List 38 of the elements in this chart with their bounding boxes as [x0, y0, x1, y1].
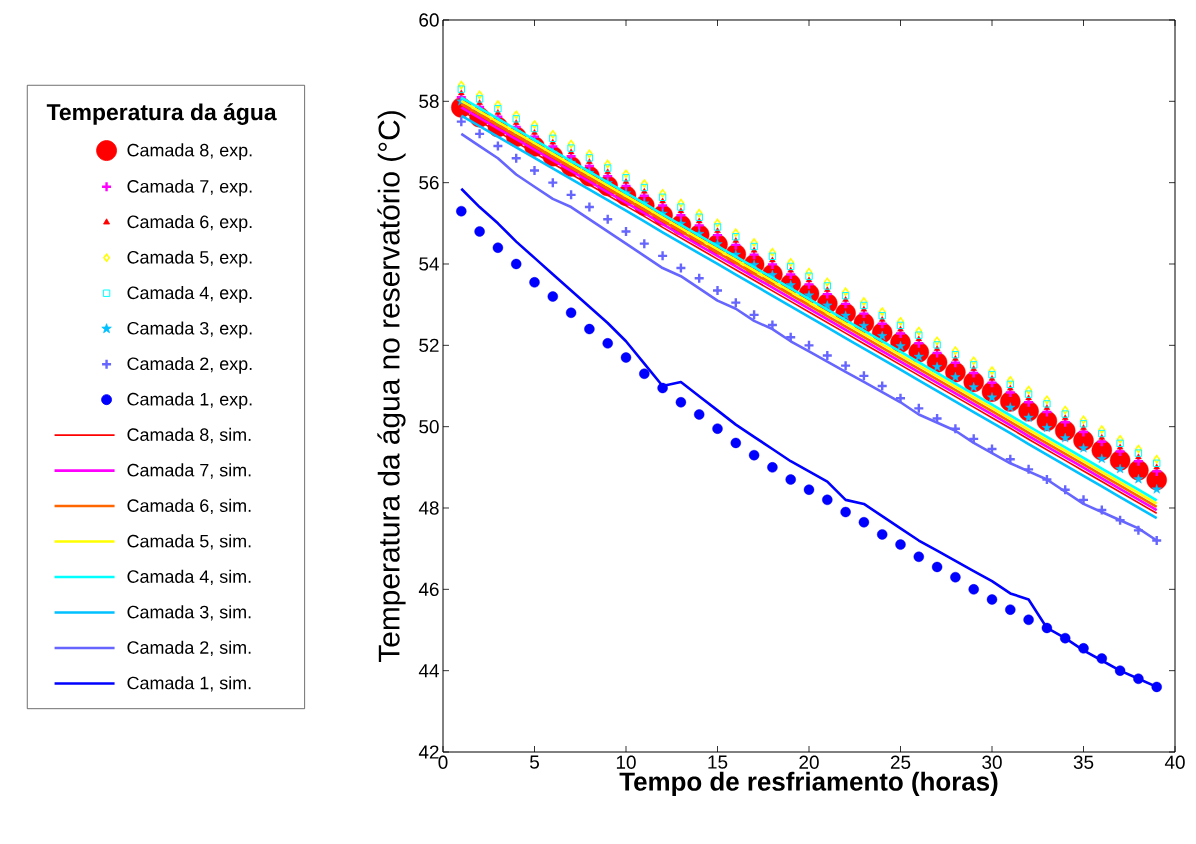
legend-label: Camada 6, sim.: [127, 498, 251, 515]
y-tick-label: 58: [419, 94, 439, 109]
x-axis-title: Tempo de resfriamento (horas): [619, 771, 998, 796]
legend-label: Camada 4, exp.: [127, 285, 252, 303]
x-tick-label: 5: [529, 755, 539, 769]
legend-label: Camada 6, exp.: [127, 215, 252, 232]
x-tick-label: 10: [616, 755, 636, 769]
legend-label: Camada 7, sim.: [127, 463, 251, 479]
x-tick-label: 25: [890, 755, 911, 769]
legend-label: Camada 2, sim.: [127, 640, 251, 657]
legend-label: Camada 1, sim.: [127, 676, 251, 692]
y-tick-label: 48: [418, 501, 439, 515]
legend-label: Camada 8, sim.: [127, 427, 251, 444]
legend-label: Camada 4, sim.: [127, 569, 251, 586]
legend-label: Camada 3, sim.: [127, 605, 251, 621]
legend-label: Camada 3, exp.: [127, 321, 252, 339]
y-tick-label: 46: [418, 582, 439, 597]
y-tick-label: 44: [418, 664, 439, 678]
legend-label: Camada 5, exp.: [127, 250, 252, 268]
y-tick-label: 52: [419, 338, 439, 353]
x-tick-label: 40: [1164, 755, 1185, 769]
x-tick-label: 20: [799, 755, 819, 769]
y-tick-label: 60: [419, 13, 439, 27]
legend-label: Camada 2, exp.: [127, 356, 252, 374]
y-tick-label: 50: [419, 419, 439, 434]
x-tick-label: 30: [982, 755, 1002, 769]
legend-title: Temperatura da água: [46, 103, 277, 125]
y-tick-label: 56: [419, 175, 439, 190]
legend-label: Camada 1, exp.: [127, 392, 252, 410]
y-axis-title: Temperatura da água no reservatório (°C): [377, 111, 406, 663]
y-tick-label: 42: [418, 745, 439, 759]
y-tick-label: 54: [419, 257, 439, 271]
x-tick-label: 0: [438, 755, 448, 769]
x-tick-label: 35: [1073, 755, 1094, 769]
x-tick-label: 15: [708, 755, 728, 769]
legend-label: Camada 5, sim.: [127, 534, 251, 550]
legend-label: Camada 7, exp.: [127, 179, 252, 197]
legend-label: Camada 8, exp.: [127, 143, 252, 161]
